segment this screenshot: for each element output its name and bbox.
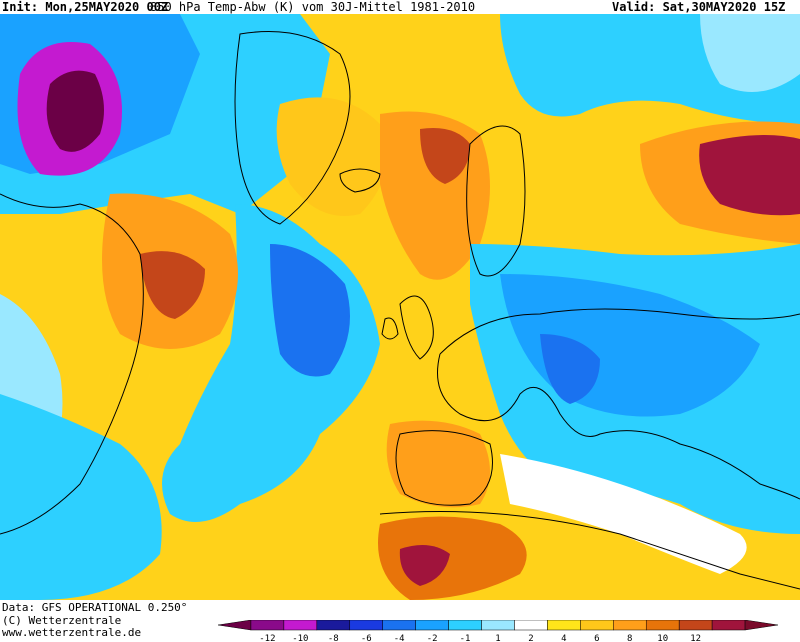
cold-zone-canada-core <box>46 70 104 152</box>
coastline-iberia <box>395 430 493 506</box>
coastline-greenland <box>234 31 351 225</box>
legend-swatch <box>382 620 416 631</box>
legend-tick-label: 12 <box>690 634 701 642</box>
legend-tick-label: -10 <box>292 634 308 642</box>
legend-swatch <box>217 620 252 631</box>
legend-swatch <box>481 620 515 631</box>
legend-swatch <box>645 620 680 631</box>
legend-tick-label: 6 <box>594 634 599 642</box>
cold-zone-southwest <box>0 394 162 600</box>
website: www.wetterzentrale.de <box>2 626 142 639</box>
credits: Data: GFS OPERATIONAL 0.250° (C) Wetterz… <box>2 601 188 640</box>
data-source: Data: GFS OPERATIONAL 0.250° <box>2 601 188 614</box>
copyright: (C) Wetterzentrale <box>2 613 122 627</box>
legend-swatch <box>547 620 581 631</box>
coastline-british-isles <box>381 295 434 360</box>
legend-tick-label: -1 <box>460 634 471 642</box>
legend-tick-label: -8 <box>328 634 339 642</box>
color-legend: -12 -10 -8 -6 -4 -2 -1 1 2 4 6 8 10 12 <box>217 620 779 642</box>
map-header: Init: Mon,25MAY2020 00Z 850 hPa Temp-Abw… <box>0 0 800 14</box>
legend-tick-label: 4 <box>561 634 566 642</box>
warm-zone-labrador-core <box>140 251 205 319</box>
map-title: 850 hPa Temp-Abw (K) vom 30J-Mittel 1981… <box>150 0 476 14</box>
legend-tick-label: 8 <box>627 634 632 642</box>
legend-swatch <box>448 620 482 631</box>
warm-zone-iberia <box>386 420 490 508</box>
legend-swatch <box>250 620 285 631</box>
coastline-iceland <box>339 168 381 193</box>
legend-tick-label: -12 <box>259 634 275 642</box>
legend-swatch <box>711 620 746 631</box>
warm-zone-iceland <box>276 97 387 216</box>
legend-swatch <box>580 620 614 631</box>
cold-zone-north-russia <box>700 14 800 92</box>
cold-zone-atlantic-core <box>270 244 350 377</box>
legend-swatch <box>744 620 779 631</box>
warm-zone-morocco-core <box>399 545 450 586</box>
init-time: Init: Mon,25MAY2020 00Z <box>2 0 169 14</box>
valid-time: Valid: Sat,30MAY2020 15Z <box>612 0 786 14</box>
legend-swatch <box>613 620 647 631</box>
legend-tick-label: -2 <box>427 634 438 642</box>
coastline-scandinavia <box>466 125 526 277</box>
legend-tick-label: -4 <box>394 634 405 642</box>
cold-zone-balkan-core <box>540 334 600 404</box>
map-footer: Data: GFS OPERATIONAL 0.250° (C) Wetterz… <box>0 600 800 642</box>
neutral-zone-mediterranean <box>500 454 747 574</box>
coastlines <box>0 31 800 590</box>
legend-swatch <box>349 620 383 631</box>
coastline-north-america <box>0 193 144 535</box>
legend-swatch <box>678 620 713 631</box>
legend-tick-label: -6 <box>361 634 372 642</box>
legend-tick-label: 10 <box>657 634 668 642</box>
coastline-africa <box>379 511 800 590</box>
legend-tick-label: 1 <box>495 634 500 642</box>
warm-zone-norwegian-core <box>420 128 470 184</box>
legend-swatch <box>316 620 351 631</box>
warm-zone-russia-core <box>699 135 800 216</box>
anomaly-map <box>0 14 800 600</box>
legend-swatch <box>415 620 449 631</box>
legend-swatch <box>283 620 318 631</box>
coastline-europe <box>437 308 800 500</box>
legend-swatch <box>514 620 548 631</box>
legend-tick-label: 2 <box>528 634 533 642</box>
